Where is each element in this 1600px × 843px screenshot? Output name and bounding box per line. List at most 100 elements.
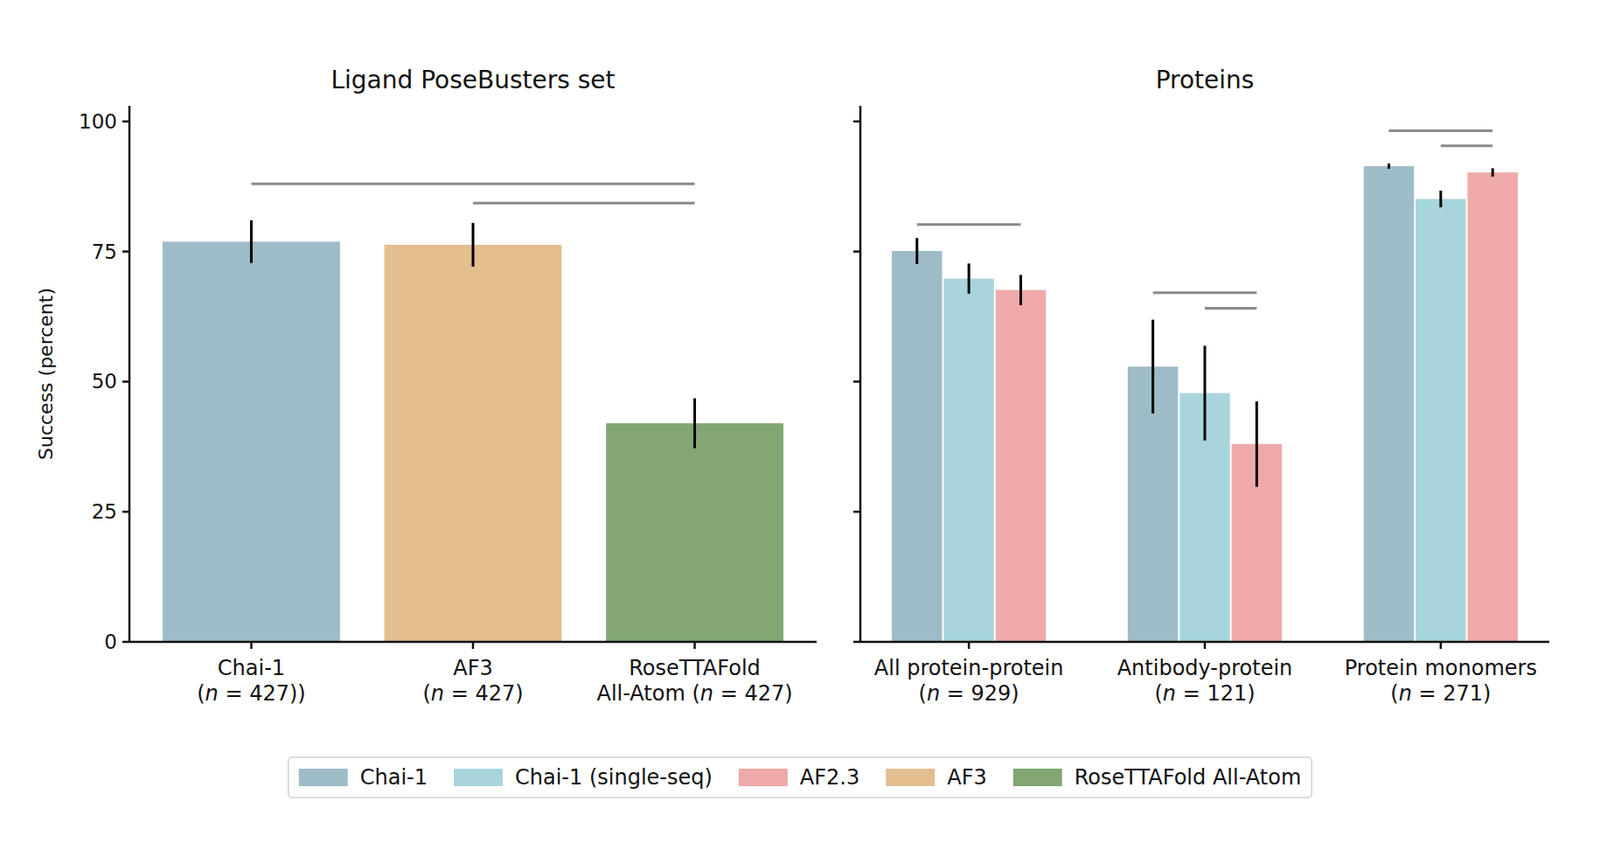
label-part: = 427)) — [218, 681, 307, 706]
legend-box — [288, 757, 1313, 798]
title: Proteins — [1155, 65, 1255, 95]
panel: Ligand PoseBusters set Success (percent) 0… — [34, 65, 817, 706]
significance-line — [1153, 291, 1258, 294]
label-line: (n = 271) — [1390, 681, 1491, 706]
label-line: All-Atom (n = 427) — [596, 681, 793, 706]
label-part: All protein-protein — [874, 655, 1065, 681]
y-axis-line — [128, 105, 132, 642]
error-bar — [915, 237, 919, 265]
label-line: Chai-1 — [217, 655, 286, 681]
label-part: = 427) — [713, 681, 794, 706]
error-bar — [1387, 163, 1391, 169]
error-bar — [472, 222, 475, 267]
label-part: n — [1162, 681, 1176, 706]
label-part: ( — [422, 681, 431, 706]
legend-swatch — [1013, 768, 1063, 787]
error-bar — [1203, 345, 1207, 440]
bar — [162, 241, 341, 642]
legend-label: Chai-1 — [360, 765, 428, 790]
x-tick — [1440, 641, 1443, 649]
bar — [1467, 172, 1517, 642]
y-axis-label: Success (percent) — [34, 287, 57, 460]
significance-line — [473, 201, 696, 205]
label-line: Protein monomers — [1344, 655, 1538, 681]
label-part: = 271) — [1412, 681, 1492, 706]
label-line: All protein-protein — [874, 655, 1065, 681]
x-tick — [472, 641, 475, 649]
legend-swatch — [738, 768, 788, 787]
label-part: n — [1398, 681, 1413, 706]
label-part: = 427) — [444, 681, 524, 706]
bar — [1363, 166, 1414, 642]
legend-swatch — [453, 768, 503, 787]
error-bar — [250, 220, 253, 264]
label-part: ( — [1390, 681, 1399, 706]
x-tick-label: Antibody-protein(n = 121) — [1117, 655, 1294, 706]
label-part: RoseTTAFold — [628, 655, 761, 681]
panel: ProteinsAll protein-protein(n = 929)Anti… — [853, 65, 1550, 706]
label-part: ( — [1154, 681, 1162, 706]
error-bar — [1255, 401, 1259, 487]
y-tick-label: 25 — [91, 500, 118, 523]
legend: Chai-1 Chai-1 (single-seq) AF2.3 AF3 RoseTTA… — [288, 757, 1313, 798]
bar — [995, 290, 1046, 642]
error-bar — [967, 263, 971, 294]
label-line: RoseTTAFold — [628, 655, 761, 681]
x-tick — [250, 641, 253, 649]
y-axis-line — [859, 105, 863, 642]
x-tick-label: Chai-1(n = 427)) — [196, 655, 307, 706]
x-tick-label: AF3 (n = 427) — [422, 655, 523, 706]
label-part: Antibody-protein — [1117, 655, 1294, 681]
y-tick-label: 50 — [91, 369, 118, 393]
legend-label: RoseTTAFold All-Atom — [1074, 765, 1302, 790]
bar — [384, 244, 563, 642]
label-line: (n = 121) — [1154, 681, 1255, 706]
significance-line — [1204, 306, 1257, 310]
bar — [943, 278, 994, 642]
plot-area — [891, 131, 1518, 642]
x-tick — [967, 641, 971, 649]
x-tick — [693, 641, 696, 649]
significance-line — [1388, 129, 1493, 133]
x-tick-label: All protein-protein(n = 929) — [874, 655, 1065, 706]
y-tick-label: 0 — [104, 630, 118, 654]
label-part: n — [431, 681, 445, 706]
significance-line — [917, 222, 1022, 226]
figure: Ligand PoseBusters set Success (percent) 0… — [0, 0, 1600, 843]
label-part: n — [205, 681, 219, 706]
legend-label: AF2.3 — [800, 765, 860, 790]
label-part: n — [926, 681, 940, 706]
plot-area — [162, 183, 784, 642]
title: Ligand PoseBusters set — [330, 65, 615, 95]
x-tick — [1203, 641, 1207, 649]
label-part: = 929) — [939, 681, 1020, 706]
significance-line — [250, 182, 695, 186]
y-tick-label: 100 — [78, 110, 118, 133]
bar — [605, 423, 784, 642]
legend-swatch — [885, 768, 935, 787]
error-bar — [1019, 274, 1023, 306]
x-tick-label: Protein monomers(n = 271) — [1344, 655, 1538, 706]
x-tick-label: RoseTTAFoldAll-Atom (n = 427) — [596, 655, 793, 706]
bar — [891, 250, 942, 642]
label-part: Chai-1 — [217, 655, 286, 681]
legend-label: Chai-1 (single-seq) — [514, 765, 713, 790]
error-bar — [1491, 167, 1495, 177]
label-part: ( — [196, 681, 205, 706]
y-tick-label: 75 — [91, 240, 118, 264]
error-bar — [1151, 320, 1155, 414]
label-line: (n = 929) — [918, 681, 1020, 706]
label-part: ( — [918, 681, 927, 706]
label-part: AF3 — [452, 655, 494, 681]
legend-label: AF3 — [946, 765, 988, 790]
label-line: (n = 427)) — [196, 681, 307, 706]
label-line: Antibody-protein — [1117, 655, 1294, 681]
legend-swatch — [299, 768, 348, 787]
label-line: AF3 — [452, 655, 494, 681]
bar — [1415, 199, 1466, 642]
error-bar — [1439, 190, 1442, 208]
label-part: All-Atom ( — [596, 681, 700, 706]
label-part: Protein monomers — [1344, 655, 1538, 681]
label-part: = 121) — [1175, 681, 1256, 706]
significance-line — [1440, 144, 1493, 147]
